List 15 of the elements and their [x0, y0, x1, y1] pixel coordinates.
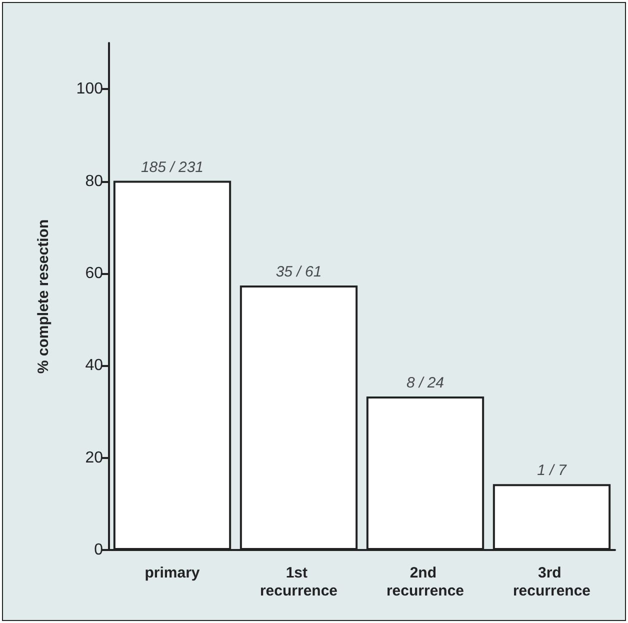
- y-tick-label: 20: [85, 449, 104, 466]
- annotation: 185 / 231: [140, 158, 204, 176]
- y-tick-label: 100: [76, 80, 104, 98]
- x-tick-label: 1st recurrence: [260, 564, 338, 600]
- y-tick-label: 0: [94, 542, 104, 558]
- x-tick-label: primary: [144, 564, 200, 582]
- y-axis-title: % complete resection: [35, 219, 52, 374]
- annotation: 8 / 24: [406, 374, 444, 392]
- annotation: 1 / 7: [537, 462, 567, 480]
- x-tick-label: 3rd recurrence: [512, 564, 591, 600]
- x-tick-label: 2nd recurrence: [386, 564, 464, 600]
- y-tick-label: 80: [85, 172, 104, 190]
- annotation: 35 / 61: [276, 263, 322, 280]
- y-tick-label: 60: [85, 264, 104, 282]
- y-tick-label: 40: [85, 357, 104, 374]
